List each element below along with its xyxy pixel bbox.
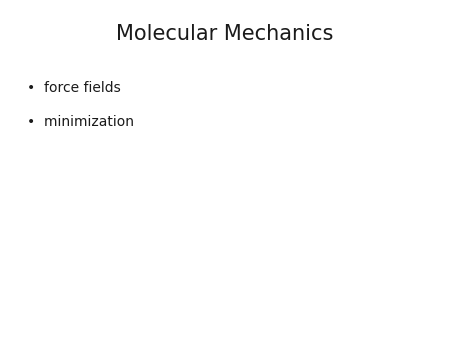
Text: •  force fields: • force fields bbox=[27, 81, 121, 95]
Text: Molecular Mechanics: Molecular Mechanics bbox=[116, 24, 334, 44]
Text: •  minimization: • minimization bbox=[27, 115, 134, 129]
